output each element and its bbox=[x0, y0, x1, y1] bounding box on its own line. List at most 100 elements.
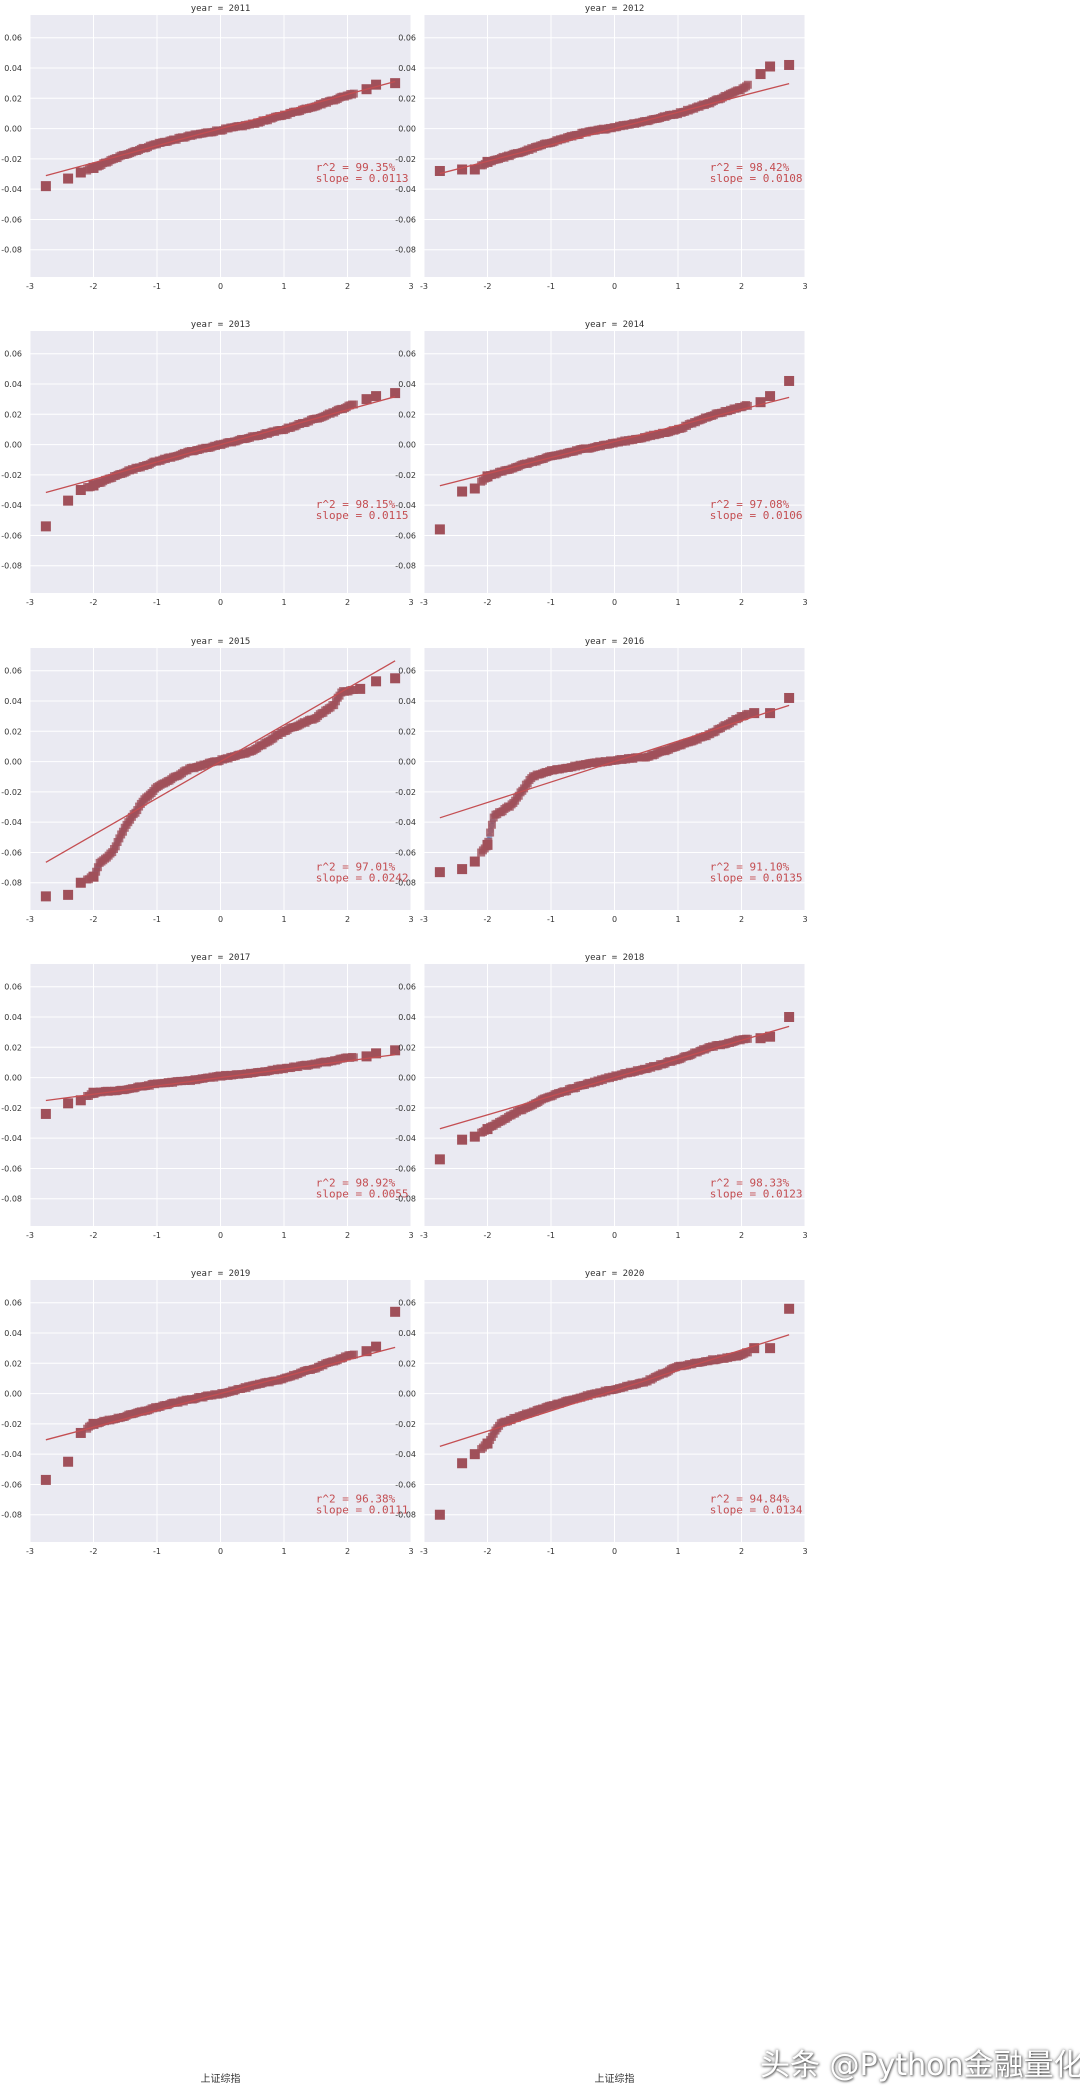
y-tick-label: 0.06 bbox=[4, 350, 22, 359]
outlier-point bbox=[361, 1346, 372, 1357]
outlier-point bbox=[765, 708, 776, 719]
y-tick-label: 0.06 bbox=[4, 983, 22, 992]
y-tick-label: -0.08 bbox=[395, 879, 416, 888]
outlier-point bbox=[40, 1474, 51, 1485]
outlier-point bbox=[755, 397, 766, 408]
fit-line bbox=[439, 704, 790, 819]
x-tick-label: -2 bbox=[484, 282, 492, 291]
y-tick-label: -0.04 bbox=[395, 185, 416, 194]
y-tick-label: -0.08 bbox=[1, 246, 22, 255]
outlier-point bbox=[469, 1131, 480, 1142]
r2-annotation: r^2 = 91.10% bbox=[710, 861, 790, 874]
data-point bbox=[111, 842, 120, 851]
r2-annotation: r^2 = 98.15% bbox=[316, 498, 396, 511]
outlier-point bbox=[40, 521, 51, 532]
data-point bbox=[743, 709, 752, 718]
y-tick-label: 0.02 bbox=[4, 1043, 22, 1052]
outlier-point bbox=[784, 1303, 795, 1314]
outlier-point bbox=[469, 856, 480, 867]
data-point bbox=[349, 1053, 358, 1062]
outlier-point bbox=[434, 1509, 445, 1520]
y-tick-label: 0.04 bbox=[4, 380, 22, 389]
x-tick-label: -2 bbox=[484, 1547, 492, 1556]
x-tick-label: 2 bbox=[739, 1547, 744, 1556]
x-tick-label: 0 bbox=[218, 598, 223, 607]
fit-line bbox=[45, 80, 396, 177]
y-tick-label: -0.06 bbox=[395, 215, 416, 224]
y-tick-label: 0.04 bbox=[4, 697, 22, 706]
plot-marks bbox=[434, 692, 795, 878]
subplot-title: year = 2017 bbox=[191, 953, 251, 963]
fit-line bbox=[439, 1025, 790, 1130]
outlier-point bbox=[361, 394, 372, 405]
plot-marks bbox=[40, 78, 401, 192]
x-tick-label: 1 bbox=[675, 1231, 680, 1240]
slope-annotation: slope = 0.0113 bbox=[316, 172, 409, 185]
subplot-8: year = 2019 0.06 0.04 0.02 0.00 -0.02 -0.04 -0.… bbox=[1, 1269, 413, 1556]
data-point bbox=[349, 685, 358, 694]
outlier-point bbox=[361, 1051, 372, 1062]
subplot-title: year = 2012 bbox=[585, 4, 645, 14]
y-tick-label: 0.00 bbox=[398, 1074, 416, 1083]
outlier-point bbox=[75, 485, 86, 496]
y-tick-label: 0.04 bbox=[398, 64, 416, 73]
outlier-point bbox=[63, 1456, 74, 1467]
x-tick-label: 1 bbox=[675, 282, 680, 291]
y-tick-label: 0.00 bbox=[4, 125, 22, 134]
y-tick-label: 0.06 bbox=[398, 34, 416, 43]
x-tick-label: 3 bbox=[408, 282, 413, 291]
outlier-point bbox=[355, 683, 366, 694]
y-tick-label: -0.04 bbox=[1, 185, 22, 194]
slope-annotation: slope = 0.0106 bbox=[710, 509, 803, 522]
y-tick-label: -0.06 bbox=[1, 531, 22, 540]
y-tick-label: -0.08 bbox=[395, 562, 416, 571]
outlier-point bbox=[784, 59, 795, 70]
r2-annotation: r^2 = 98.42% bbox=[710, 161, 790, 174]
y-tick-label: -0.04 bbox=[395, 1134, 416, 1143]
x-tick-label: -3 bbox=[420, 1231, 428, 1240]
x-tick-label: 1 bbox=[675, 1547, 680, 1556]
y-tick-label: -0.04 bbox=[395, 1450, 416, 1459]
y-tick-label: -0.02 bbox=[395, 788, 416, 797]
outlier-point bbox=[63, 173, 74, 184]
r2-annotation: r^2 = 99.35% bbox=[316, 161, 396, 174]
x-tick-label: -1 bbox=[547, 598, 555, 607]
outlier-point bbox=[755, 69, 766, 80]
x-tick-label: 3 bbox=[408, 1231, 413, 1240]
y-tick-label: -0.06 bbox=[1, 1164, 22, 1173]
subplot-title: year = 2020 bbox=[585, 1269, 645, 1279]
outlier-point bbox=[457, 486, 468, 497]
outlier-point bbox=[482, 1438, 493, 1449]
outlier-point bbox=[469, 1449, 480, 1460]
x-tick-label: 2 bbox=[345, 598, 350, 607]
y-tick-label: -0.08 bbox=[1, 562, 22, 571]
outlier-point bbox=[765, 1031, 776, 1042]
subplot-5: year = 2016 0.06 0.04 0.02 0.00 -0.02 -0.04 -0.… bbox=[395, 637, 807, 924]
y-tick-label: -0.04 bbox=[395, 501, 416, 510]
plot-marks bbox=[434, 59, 795, 176]
subplot-1: year = 2012 0.06 0.04 0.02 0.00 -0.02 -0.04 -0.… bbox=[395, 4, 807, 291]
outlier-point bbox=[63, 889, 74, 900]
outlier-point bbox=[784, 1012, 795, 1023]
y-tick-label: 0.02 bbox=[398, 1359, 416, 1368]
y-tick-label: 0.02 bbox=[4, 410, 22, 419]
fit-line bbox=[45, 396, 396, 494]
y-tick-label: -0.06 bbox=[395, 1480, 416, 1489]
data-point bbox=[349, 400, 358, 409]
y-tick-label: 0.06 bbox=[398, 350, 416, 359]
outlier-point bbox=[434, 165, 445, 176]
subplot-4: year = 2015 0.06 0.04 0.02 0.00 -0.02 -0.04 -0.… bbox=[1, 637, 413, 924]
x-tick-label: 1 bbox=[281, 282, 286, 291]
slope-annotation: slope = 0.0123 bbox=[710, 1188, 803, 1201]
outlier-point bbox=[390, 1306, 401, 1317]
y-tick-label: -0.08 bbox=[395, 1511, 416, 1520]
outlier-point bbox=[390, 673, 401, 684]
x-tick-label: -1 bbox=[153, 1231, 161, 1240]
y-tick-label: 0.04 bbox=[4, 64, 22, 73]
plot-marks bbox=[40, 388, 401, 532]
r2-annotation: r^2 = 94.84% bbox=[710, 1493, 790, 1506]
outlier-point bbox=[482, 839, 493, 850]
x-tick-label: -1 bbox=[547, 1231, 555, 1240]
subplot-9: year = 2020 0.06 0.04 0.02 0.00 -0.02 -0.04 -0.… bbox=[395, 1269, 807, 1556]
